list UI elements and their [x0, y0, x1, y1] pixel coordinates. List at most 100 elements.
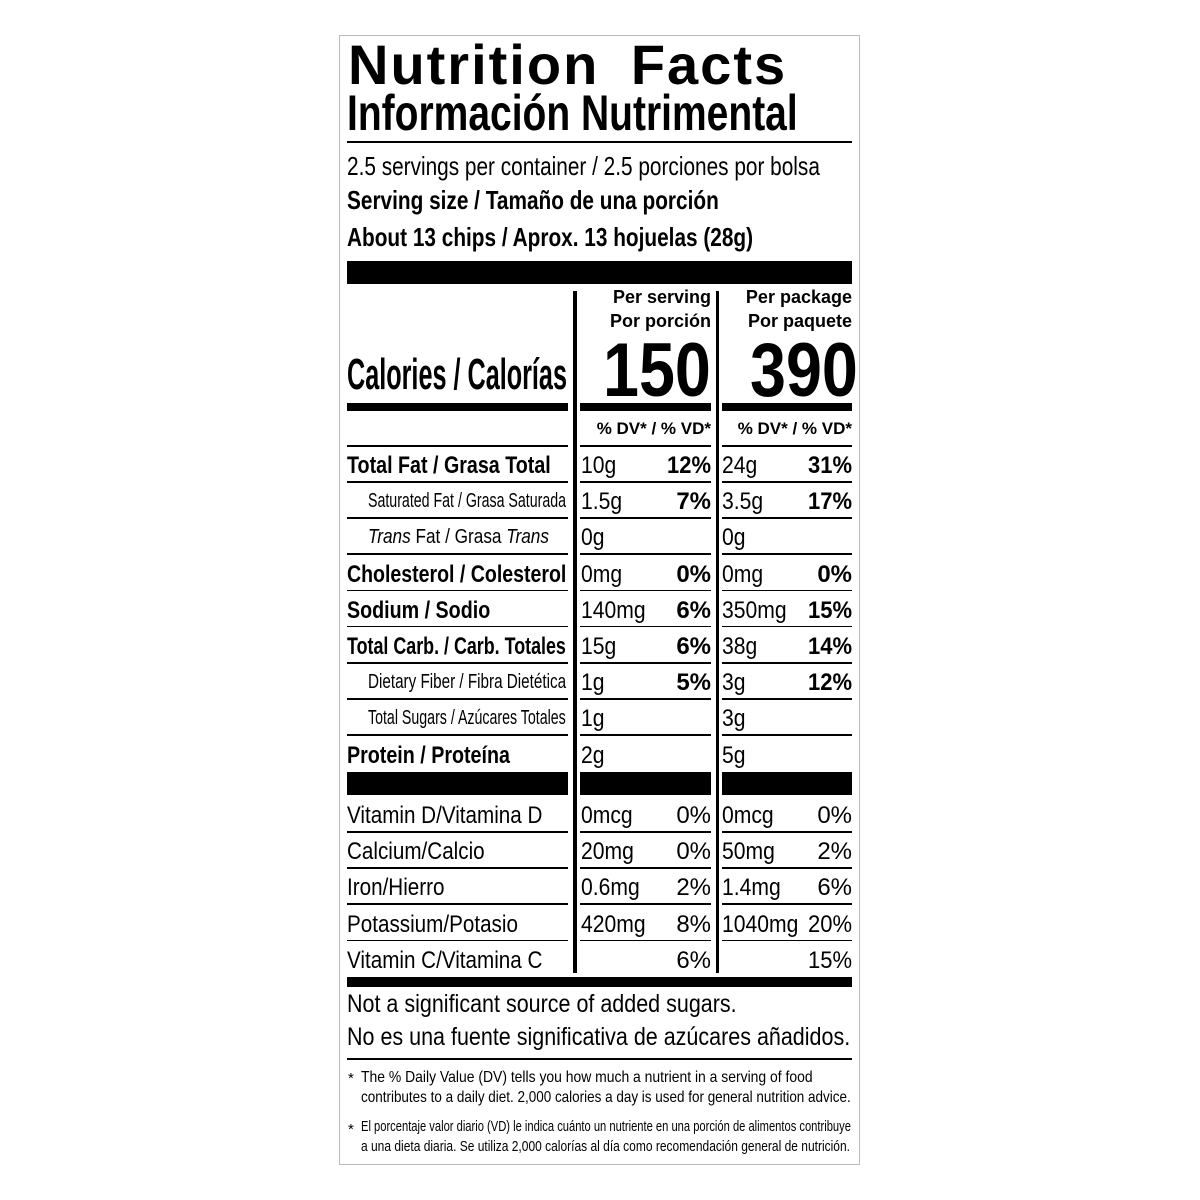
row-divider: [347, 517, 568, 519]
nutrient-label: Potassium/Potasio: [347, 910, 518, 938]
column-divider: [716, 291, 719, 973]
row-divider: [580, 481, 711, 483]
row-divider: [347, 662, 568, 664]
amount-per-package: 3g: [722, 669, 746, 697]
row-divider: [347, 698, 568, 700]
amount-per-package: 38g: [722, 633, 758, 660]
dv-per-serving: 6%: [676, 633, 711, 660]
divider: [722, 403, 852, 411]
row-divider: [347, 734, 568, 736]
row-divider: [580, 867, 711, 869]
row-divider: [580, 903, 711, 905]
amount-per-package: 0mg: [722, 560, 764, 588]
dv-per-package: 6%: [817, 874, 852, 902]
amount-per-serving: 20mg: [581, 838, 634, 866]
dv-per-package: 15%: [807, 946, 852, 974]
row-divider: [347, 831, 568, 833]
por-porcion-header: Por porción: [609, 311, 711, 331]
row-divider: [347, 553, 568, 555]
dv-per-serving: 12%: [666, 452, 711, 479]
amount-per-package: 3.5g: [722, 488, 764, 516]
dv-per-package: 14%: [807, 633, 852, 660]
dv-header-serving: % DV* / % VD*: [596, 419, 711, 438]
calories-label: Calories / Calorías: [347, 350, 567, 399]
row-divider: [722, 625, 852, 628]
calories-per-package: 390: [750, 328, 858, 413]
row-divider: [722, 589, 852, 592]
divider: [347, 1058, 852, 1060]
row-divider: [347, 589, 568, 592]
amount-per-package: 24g: [722, 452, 758, 479]
nutrient-label: Saturated Fat / Grasa Saturada: [368, 490, 567, 513]
dv-per-package: 0%: [817, 560, 852, 588]
row-divider: [347, 903, 568, 905]
dv-per-package: 31%: [807, 452, 852, 479]
footnote-en-1: The % Daily Value (DV) tells you how muc…: [361, 1069, 813, 1086]
amount-per-serving: 2g: [581, 741, 605, 769]
nutrient-label: Dietary Fiber / Fibra Dietética: [368, 671, 567, 694]
divider: [580, 772, 711, 795]
added-sugars-note-es: No es una fuente significativa de azúcar…: [347, 1023, 851, 1051]
dv-per-serving: 5%: [676, 669, 711, 697]
divider: [722, 772, 852, 795]
dv-per-serving: 2%: [676, 874, 711, 902]
amount-per-serving: 420mg: [581, 910, 646, 938]
nutrient-label: Total Carb. / Carb. Totales: [347, 633, 566, 660]
dv-per-package: 12%: [807, 669, 852, 697]
amount-per-package: 350mg: [722, 596, 787, 624]
dv-per-package: 2%: [817, 838, 852, 866]
nutrient-label: Cholesterol / Colesterol: [347, 560, 567, 588]
amount-per-serving: 1g: [581, 705, 605, 733]
divider: [580, 403, 711, 411]
dv-per-package: 15%: [807, 596, 852, 624]
amount-per-package: 0g: [722, 524, 746, 552]
title: Nutrition Facts: [348, 33, 788, 96]
divider: [347, 403, 568, 411]
por-paquete-header: Por paquete: [747, 311, 852, 331]
row-divider: [580, 517, 711, 519]
row-divider: [722, 481, 852, 483]
footnote-es-1: El porcentaje valor diario (VD) le indic…: [361, 1118, 851, 1135]
row-divider: [722, 445, 852, 447]
amount-per-serving: 0g: [581, 524, 605, 552]
row-divider: [347, 625, 568, 628]
dv-per-package: 20%: [807, 910, 852, 938]
row-divider: [722, 867, 852, 869]
serving-size-label: Serving size / Tamaño de una porción: [347, 185, 719, 215]
per-serving-header: Per serving: [612, 287, 711, 307]
dv-per-package: 0%: [817, 802, 852, 829]
dv-per-serving: 6%: [676, 946, 711, 974]
dv-per-serving: 0%: [676, 838, 711, 866]
column-divider: [573, 291, 577, 973]
nutrient-label: Sodium / Sodio: [347, 596, 491, 624]
amount-per-serving: 0.6mg: [581, 874, 640, 902]
row-divider: [580, 831, 711, 833]
row-divider: [722, 831, 852, 833]
thick-divider: [347, 977, 852, 987]
amount-per-serving: 15g: [581, 633, 617, 660]
row-divider: [722, 517, 852, 519]
nutrient-label: Iron/Hierro: [347, 874, 445, 902]
nutrient-label: Vitamin C/Vitamina C: [347, 946, 543, 974]
row-divider: [580, 939, 711, 942]
amount-per-serving: 10g: [581, 452, 617, 479]
title-es: Información Nutrimental: [347, 85, 798, 141]
nutrient-label: Total Sugars / Azúcares Totales: [368, 707, 566, 730]
amount-per-package: 3g: [722, 705, 746, 733]
row-divider: [580, 734, 711, 736]
dv-per-serving: 0%: [676, 802, 711, 829]
row-divider: [580, 698, 711, 700]
row-divider: [580, 553, 711, 555]
dv-per-serving: 7%: [676, 488, 711, 516]
divider: [347, 141, 852, 143]
footnote-star: *: [348, 1121, 354, 1138]
amount-per-package: 0mcg: [722, 802, 774, 829]
nutrient-label: Trans Fat / Grasa Trans: [368, 526, 549, 549]
nutrient-label: Total Fat / Grasa Total: [347, 452, 551, 479]
footnote-es-2: a una dieta diaria. Se utiliza 2,000 cal…: [361, 1138, 850, 1155]
row-divider: [722, 939, 852, 942]
calories-per-serving: 150: [603, 328, 711, 413]
amount-per-package: 5g: [722, 741, 746, 769]
amount-per-serving: 0mcg: [581, 802, 633, 829]
row-divider: [722, 553, 852, 555]
